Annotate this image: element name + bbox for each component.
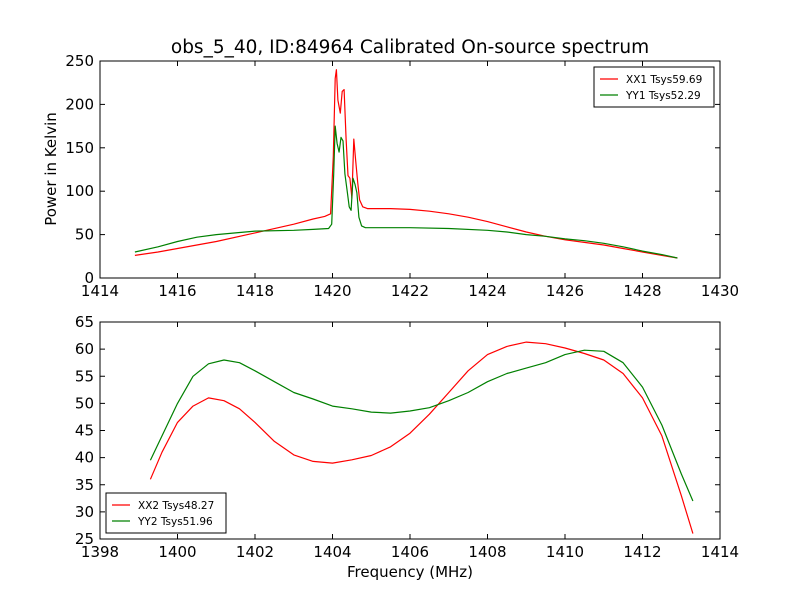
x-tick-label: 1416 <box>158 282 196 300</box>
legend-label: YY1 Tsys52.29 <box>625 90 701 102</box>
y-tick-label: 30 <box>75 503 94 521</box>
y-tick-label: 65 <box>75 313 94 331</box>
y-tick-label: 40 <box>75 449 94 467</box>
x-tick-label: 1424 <box>468 282 506 300</box>
y-tick-label: 35 <box>75 476 94 494</box>
legend-box <box>593 66 715 108</box>
y-tick-label: 45 <box>75 422 94 440</box>
y-tick-label: 55 <box>75 367 94 385</box>
x-tick-label: 1404 <box>313 543 351 561</box>
x-axis-label: Frequency (MHz) <box>347 563 473 581</box>
y-tick-label: 60 <box>75 340 94 358</box>
x-tick-label: 1402 <box>236 543 274 561</box>
top-panel: 1414 1416 1418 1420 1422 1424 1426 1428 1430 0 50 1… <box>65 52 739 300</box>
x-tick-label: 1420 <box>313 282 351 300</box>
legend: XX2 Tsys48.27 YY2 Tsys51.96 <box>105 492 227 534</box>
y-tick-label: 150 <box>65 139 94 157</box>
x-tick-label: 1430 <box>701 282 739 300</box>
x-tick-label: 1422 <box>391 282 429 300</box>
y-tick-label: 25 <box>75 530 94 548</box>
x-tick-label: 1426 <box>546 282 584 300</box>
x-tick-label: 1418 <box>236 282 274 300</box>
x-tick-label: 1406 <box>391 543 429 561</box>
x-tick-label: 1400 <box>158 543 196 561</box>
figure-title: obs_5_40, ID:84964 Calibrated On-source … <box>171 37 649 58</box>
x-tick-label: 1398 <box>81 543 119 561</box>
series-line-2 <box>134 125 678 259</box>
y-tick-label: 200 <box>65 95 94 113</box>
series-line-2 <box>149 349 694 502</box>
x-tick-label: 1410 <box>546 543 584 561</box>
legend: XX1 Tsys59.69 YY1 Tsys52.29 <box>593 66 715 108</box>
y-tick-label: 0 <box>84 269 94 287</box>
y-tick-label: 50 <box>75 226 94 244</box>
x-tick-label: 1412 <box>623 543 661 561</box>
legend-label: XX1 Tsys59.69 <box>626 74 702 86</box>
x-tick-label: 1428 <box>623 282 661 300</box>
y-tick-label: 100 <box>65 182 94 200</box>
y-tick-label: 50 <box>75 394 94 412</box>
series-line-1 <box>149 341 694 534</box>
bottom-panel: 1398 1400 1402 1404 1406 1408 1410 1412 1414 25 30… <box>75 313 739 561</box>
y-axis-label-top: Power in Kelvin <box>42 112 60 226</box>
x-tick-label: 1414 <box>81 282 119 300</box>
x-tick-label: 1408 <box>468 543 506 561</box>
legend-label: YY2 Tsys51.96 <box>137 516 213 528</box>
legend-box <box>105 492 227 534</box>
x-tick-label: 1414 <box>701 543 739 561</box>
legend-label: XX2 Tsys48.27 <box>138 500 214 512</box>
y-tick-label: 250 <box>65 52 94 70</box>
